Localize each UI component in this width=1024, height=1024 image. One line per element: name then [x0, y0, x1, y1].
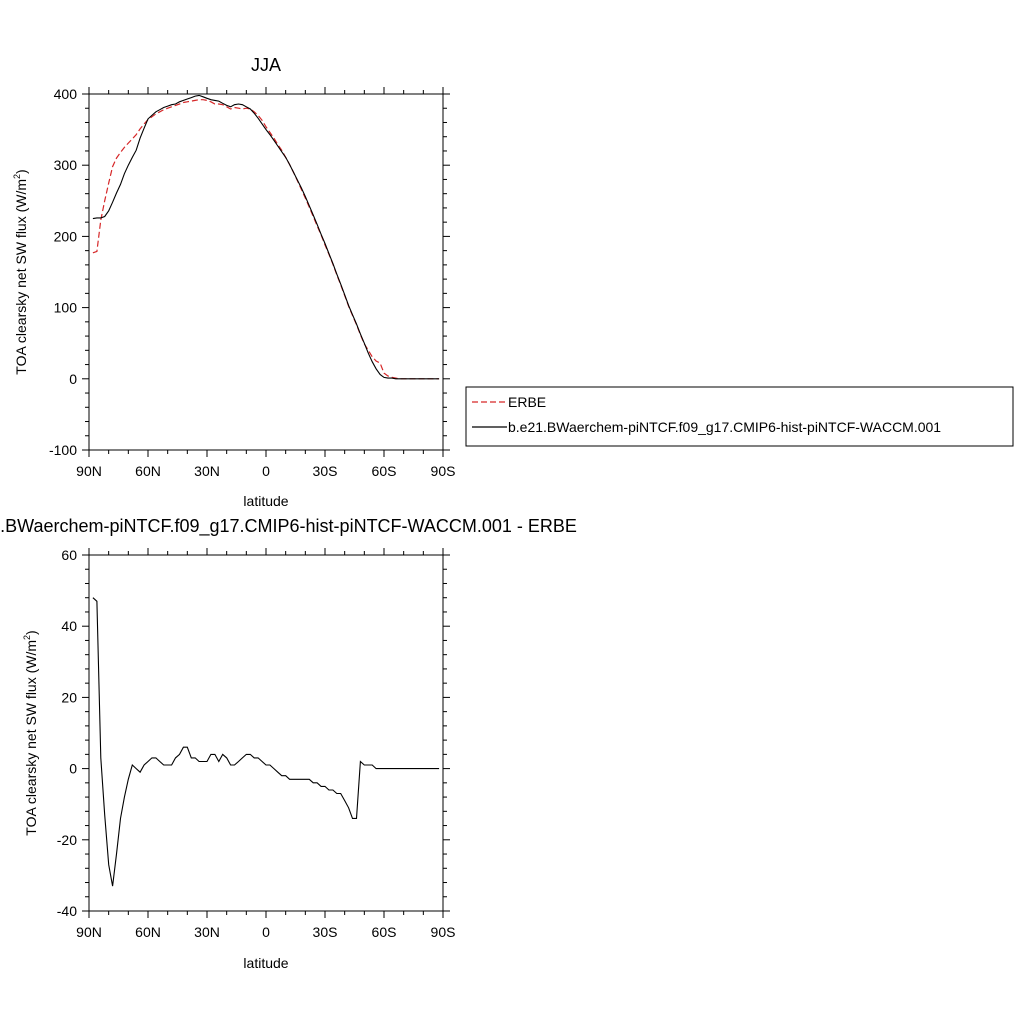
y-tick-label: -100	[49, 442, 77, 458]
x-tick-label: 0	[262, 463, 270, 479]
bottom-ylabel-main: TOA clearsky net SW flux (W/m	[23, 640, 39, 836]
top-plot-frame	[88, 93, 444, 451]
y-tick-label: 0	[69, 761, 77, 777]
top-ylabel-sup: 2	[12, 174, 22, 179]
bottom-series-model-line	[92, 597, 440, 887]
x-tick-label: 60N	[135, 924, 161, 940]
x-tick-label: 90S	[431, 924, 456, 940]
top-series-model-line	[92, 94, 440, 380]
y-tick-label: 200	[54, 228, 78, 244]
top-xlabel: latitude	[243, 493, 288, 509]
top-ylabel-close: )	[13, 169, 29, 174]
x-tick-label: 60N	[135, 463, 161, 479]
top-ylabel-main: TOA clearsky net SW flux (W/m	[13, 179, 29, 375]
bottom-yticks: -40 -20 0 20 40 60	[57, 547, 450, 919]
bottom-xticks: 90N 60N 30N 0 30S 60S 90S	[76, 548, 455, 940]
bottom-ylabel: TOA clearsky net SW flux (W/m2)	[22, 630, 39, 835]
x-tick-label: 30S	[313, 924, 338, 940]
y-tick-label: 40	[61, 618, 77, 634]
x-tick-label: 90N	[76, 463, 102, 479]
y-tick-label: -20	[57, 832, 77, 848]
bottom-plot-frame	[88, 554, 444, 912]
top-series-erbe-line	[92, 99, 440, 380]
bottom-title: b.e21.BWaerchem-piNTCF.f09_g17.CMIP6-his…	[0, 516, 577, 537]
y-tick-label: 300	[54, 157, 78, 173]
bottom-ylabel-close: )	[23, 630, 39, 635]
legend-box	[465, 386, 1014, 447]
top-title: JJA	[251, 55, 281, 75]
legend-model-label: b.e21.BWaerchem-piNTCF.f09_g17.CMIP6-his…	[508, 419, 941, 435]
y-tick-label: 20	[61, 689, 77, 705]
x-tick-label: 30S	[313, 463, 338, 479]
x-tick-label: 90N	[76, 924, 102, 940]
top-xticks: 90N 60N 30N 0 30S 60S 90S	[76, 87, 455, 479]
x-tick-label: 0	[262, 924, 270, 940]
y-tick-label: 0	[69, 371, 77, 387]
top-yticks: -100 0 100 200 300 400	[49, 86, 450, 458]
x-tick-label: 30N	[194, 463, 220, 479]
bottom-panel: b.e21.BWaerchem-piNTCF.f09_g17.CMIP6-his…	[0, 516, 577, 971]
y-tick-label: 400	[54, 86, 78, 102]
x-tick-label: 60S	[372, 463, 397, 479]
y-tick-label: -40	[57, 903, 77, 919]
x-tick-label: 60S	[372, 924, 397, 940]
top-panel: JJA TOA clearsky net SW flux (W/m2) lati…	[12, 55, 455, 509]
y-tick-label: 60	[61, 547, 77, 563]
top-plot-lines	[92, 94, 440, 380]
bottom-ylabel-sup: 2	[22, 635, 32, 640]
legend: ERBE b.e21.BWaerchem-piNTCF.f09_g17.CMIP…	[465, 386, 1014, 447]
x-tick-label: 90S	[431, 463, 456, 479]
y-tick-label: 100	[54, 300, 78, 316]
top-ylabel: TOA clearsky net SW flux (W/m2)	[12, 169, 29, 374]
legend-erbe-label: ERBE	[508, 394, 546, 410]
bottom-xlabel: latitude	[243, 955, 288, 971]
x-tick-label: 30N	[194, 924, 220, 940]
bottom-plot-lines	[92, 597, 440, 887]
